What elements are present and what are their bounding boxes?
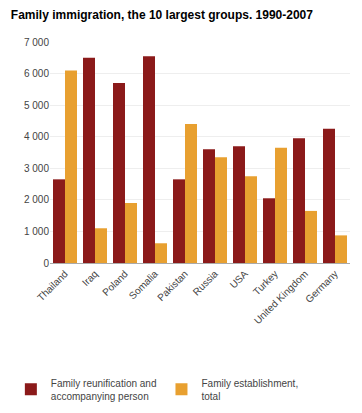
svg-text:7 000: 7 000 (24, 37, 49, 48)
svg-text:USA: USA (228, 268, 251, 291)
svg-text:Iraq: Iraq (80, 268, 100, 288)
svg-text:Poland: Poland (100, 268, 130, 298)
svg-text:Family reunification andaccomp: Family reunification andaccompanying per… (51, 378, 157, 402)
svg-text:Family immigration, the 10 lar: Family immigration, the 10 largest group… (11, 8, 313, 22)
svg-text:Family establishment,total: Family establishment,total (201, 378, 298, 402)
svg-text:Somalia: Somalia (127, 268, 161, 302)
svg-text:1 000: 1 000 (24, 226, 49, 237)
svg-text:Russia: Russia (191, 268, 221, 298)
svg-text:2 000: 2 000 (24, 194, 49, 205)
svg-text:Thailand: Thailand (35, 268, 70, 303)
svg-text:6 000: 6 000 (24, 68, 49, 79)
svg-text:4 000: 4 000 (24, 131, 49, 142)
svg-text:0: 0 (43, 258, 49, 269)
svg-text:Germany: Germany (303, 268, 340, 305)
svg-text:5 000: 5 000 (24, 100, 49, 111)
svg-text:United Kingdom: United Kingdom (252, 268, 310, 326)
svg-text:Pakistan: Pakistan (155, 268, 190, 303)
svg-text:3 000: 3 000 (24, 163, 49, 174)
svg-text:Turkey: Turkey (251, 268, 280, 297)
